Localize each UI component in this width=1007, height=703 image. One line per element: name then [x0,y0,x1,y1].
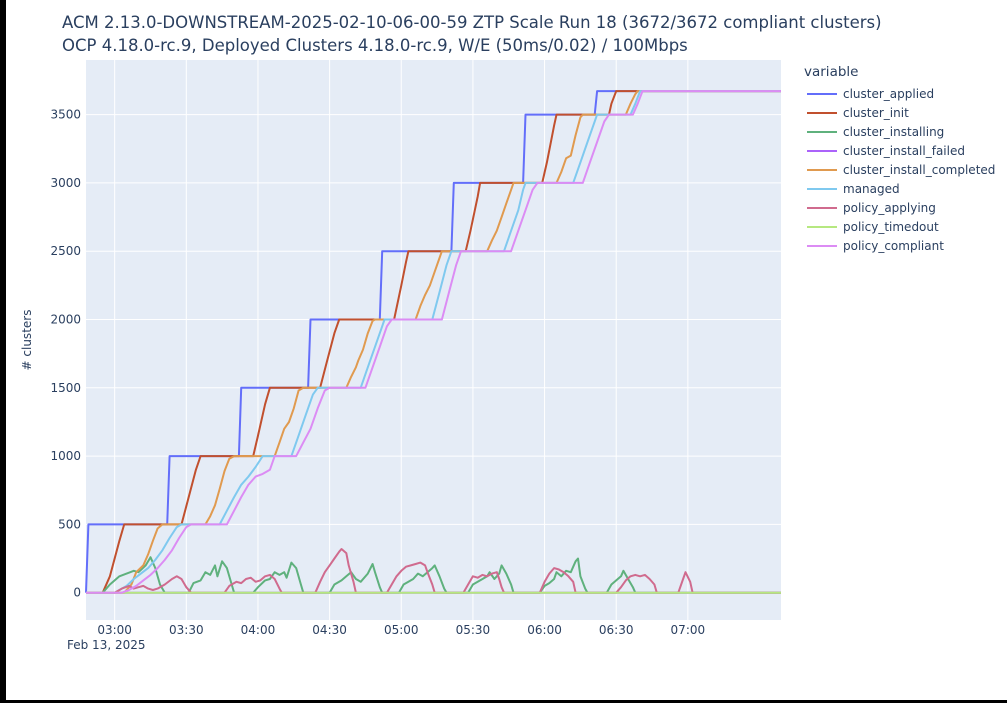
axis-labels: 0 500 1000 1500 2000 2500 3000 3500 03:00 03:30 04… [50,108,705,637]
legend-item-cluster-install-completed[interactable]: cluster_install_completed [804,160,995,179]
series-line-cluster-install-completed [86,90,781,594]
legend-item-cluster-installing[interactable]: cluster_installing [804,122,995,141]
x-tick-label: 04:30 [312,623,347,637]
legend-swatch [807,92,837,95]
y-tick-label: 0 [73,586,81,600]
series-line-managed [86,90,781,594]
grid-lines [86,60,781,620]
x-tick-label: 06:30 [599,623,634,637]
legend-label: policy_timedout [843,219,939,234]
line-chart: 0 500 1000 1500 2000 2500 3000 3500 03:00 03:30 04… [20,60,781,652]
legend-items: cluster_applied cluster_init cluster_insta… [804,84,995,255]
legend-swatch [807,168,837,171]
legend-swatch [807,149,837,152]
y-tick-label: 1000 [50,449,81,463]
chart-title-line-1: ACM 2.13.0-DOWNSTREAM-2025-02-10-06-00-5… [62,13,882,32]
chart-title: ACM 2.13.0-DOWNSTREAM-2025-02-10-06-00-5… [62,12,882,57]
legend-swatch [807,244,837,247]
legend-label: cluster_installing [843,124,945,139]
series-line-cluster-init [86,90,781,594]
x-tick-label: 03:00 [97,623,132,637]
chart-frame: ACM 2.13.0-DOWNSTREAM-2025-02-10-06-00-5… [6,0,1007,700]
legend-label: cluster_install_completed [843,162,996,177]
legend-label: managed [843,181,900,196]
x-axis-date-label: Feb 13, 2025 [67,638,146,652]
legend-swatch [807,187,837,190]
legend-item-policy-timedout[interactable]: policy_timedout [804,217,995,236]
legend-item-cluster-install-failed[interactable]: cluster_install_failed [804,141,995,160]
legend-item-policy-applying[interactable]: policy_applying [804,198,995,217]
legend-swatch [807,111,837,114]
series-line-policy-applying [86,548,781,594]
legend-item-cluster-applied[interactable]: cluster_applied [804,84,995,103]
y-tick-label: 3000 [50,176,81,190]
legend-item-cluster-init[interactable]: cluster_init [804,103,995,122]
x-tick-label: 06:00 [527,623,562,637]
legend-label: cluster_init [843,105,909,120]
legend-swatch [807,130,837,133]
legend-swatch [807,206,837,209]
legend-label: policy_applying [843,200,936,215]
series-line-policy-compliant [86,90,781,594]
y-tick-label: 500 [58,517,81,531]
legend-label: policy_compliant [843,238,944,253]
legend-label: cluster_install_failed [843,143,965,158]
legend: variable cluster_applied cluster_init clus… [804,64,995,255]
chart-title-line-2: OCP 4.18.0-rc.9, Deployed Clusters 4.18.… [62,35,688,55]
x-tick-label: 04:00 [241,623,276,637]
legend-label: cluster_applied [843,86,935,101]
y-tick-label: 3500 [50,108,81,122]
legend-swatch [807,225,837,228]
y-axis-label: # clusters [20,310,34,371]
y-tick-label: 1500 [50,381,81,395]
x-tick-label: 05:00 [384,623,419,637]
series-lines [85,90,781,594]
legend-item-managed[interactable]: managed [804,179,995,198]
x-tick-label: 05:30 [456,623,491,637]
x-tick-label: 03:30 [169,623,204,637]
x-tick-label: 07:00 [671,623,706,637]
y-tick-label: 2500 [50,244,81,258]
y-tick-label: 2000 [50,313,81,327]
legend-title: variable [804,64,859,80]
legend-item-policy-compliant[interactable]: policy_compliant [804,236,995,255]
plot-area [86,60,781,620]
